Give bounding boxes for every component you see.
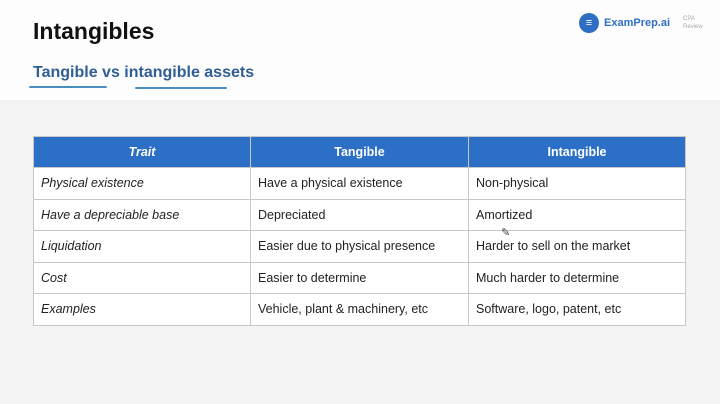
header-trait: Trait [33, 136, 251, 168]
cell-trait: Examples [33, 293, 251, 326]
slide-header-area [0, 0, 720, 100]
cell-tangible: Have a physical existence [250, 167, 469, 200]
cell-intangible: Much harder to determine [468, 261, 686, 294]
page-subtitle: Tangible vs intangible assets [33, 64, 255, 81]
page-title: Intangibles [33, 18, 155, 44]
logo-side-line2: Review [683, 24, 703, 30]
cell-trait: Physical existence [33, 167, 251, 200]
cell-intangible: Amortized [468, 198, 686, 231]
logo-side-text: CPA Review [683, 15, 703, 31]
logo-icon: ≡ [579, 13, 599, 33]
cell-trait: Cost [33, 261, 251, 294]
header-intangible: Intangible [468, 136, 686, 168]
logo: ≡ ExamPrep.ai CPA Review [579, 13, 703, 33]
logo-side-line1: CPA [683, 16, 695, 22]
underline-tangible [29, 86, 107, 88]
cell-tangible: Easier due to physical presence [250, 230, 469, 263]
cell-trait: Have a depreciable base [33, 198, 251, 231]
cell-tangible: Easier to determine [250, 261, 469, 294]
cell-intangible: Non-physical [468, 167, 686, 200]
comparison-table: Trait Tangible Intangible Physical exist… [33, 136, 686, 326]
cell-trait: Liquidation [33, 230, 251, 263]
table-row: Have a depreciable base Depreciated Amorti… [33, 198, 686, 231]
table-row: Liquidation Easier due to physical presen… [33, 230, 686, 263]
cell-tangible: Vehicle, plant & machinery, etc [250, 293, 469, 326]
mouse-cursor-icon: ✎ [501, 227, 511, 239]
table-row: Physical existence Have a physical existe… [33, 167, 686, 200]
logo-brand: ExamPrep.ai [604, 17, 671, 29]
cell-tangible: Depreciated [250, 198, 469, 231]
table-row: Cost Easier to determine Much harder to de… [33, 261, 686, 294]
underline-intangible [135, 87, 227, 89]
table-row: Examples Vehicle, plant & machinery, etc S… [33, 293, 686, 326]
header-tangible: Tangible [250, 136, 469, 168]
table-header-row: Trait Tangible Intangible [33, 136, 686, 168]
cell-intangible: Harder to sell on the market [468, 230, 686, 263]
cell-intangible: Software, logo, patent, etc [468, 293, 686, 326]
